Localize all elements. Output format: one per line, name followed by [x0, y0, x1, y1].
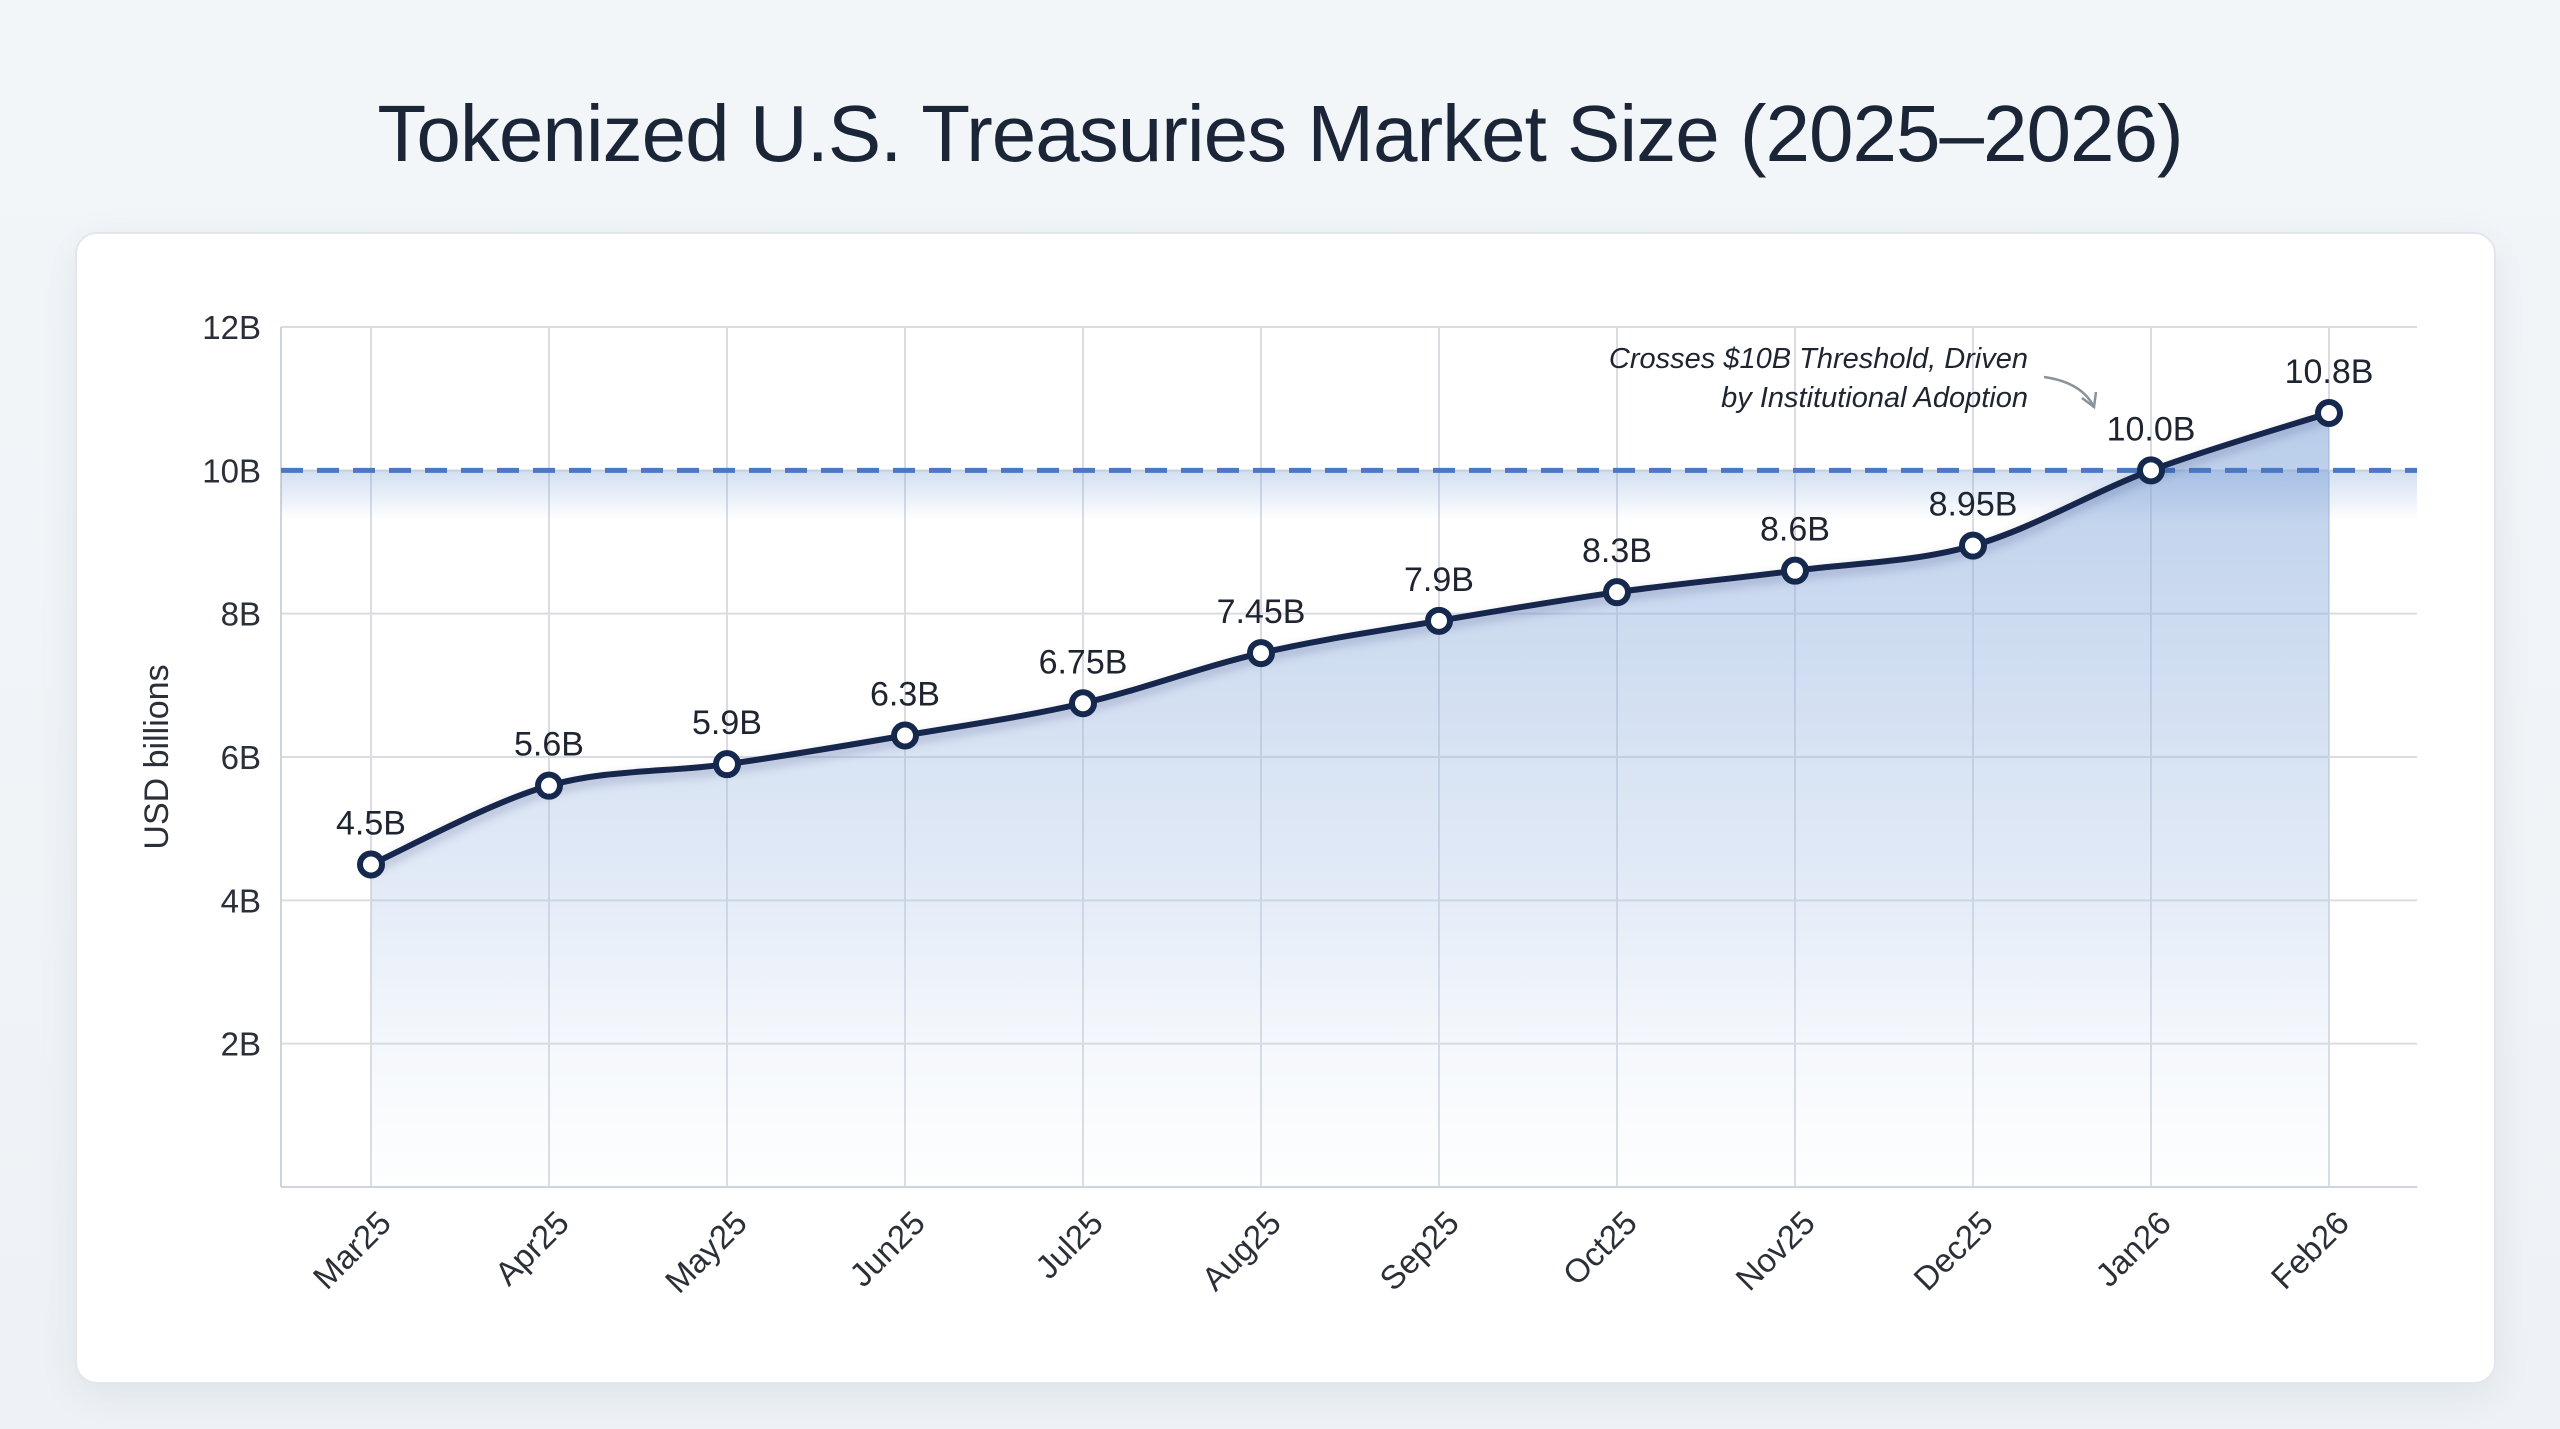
data-point [891, 721, 919, 750]
data-label: 8.95B [1929, 486, 2018, 524]
data-label: 4.5B [336, 805, 406, 843]
annotation-arrow [2043, 375, 2095, 406]
series-line [369, 410, 2330, 868]
data-label: 10.8B [2285, 353, 2374, 391]
data-point [357, 850, 385, 879]
y-tick-label: 10B [202, 452, 261, 489]
y-tick-label: 12B [202, 309, 261, 346]
data-label: 5.9B [692, 704, 762, 742]
x-tick-label: May25 [658, 1204, 754, 1300]
x-tick-label: Jul25 [1028, 1204, 1110, 1286]
y-tick-label: 8B [221, 596, 261, 633]
y-tick-label: 2B [221, 1026, 261, 1063]
data-label: 7.9B [1404, 561, 1474, 599]
x-tick-label: Sep25 [1372, 1204, 1466, 1298]
x-tick-label: Jun25 [842, 1204, 932, 1294]
y-tick-label: 6B [221, 739, 261, 776]
data-label: 5.6B [514, 726, 584, 764]
x-tick-label: Jan26 [2088, 1204, 2178, 1294]
chart-title: Tokenized U.S. Treasuries Market Size (2… [377, 89, 2183, 178]
annotation-line-1: Crosses $10B Threshold, Driven [1609, 343, 2028, 375]
x-tick-label: Mar25 [306, 1204, 398, 1296]
y-axis-label: USD billions [138, 664, 176, 849]
x-tick-label: Apr25 [488, 1204, 576, 1292]
x-tick-label: Dec25 [1906, 1204, 2000, 1298]
annotation-arrowhead [2081, 391, 2098, 410]
data-point [713, 750, 741, 779]
data-point [2315, 399, 2343, 427]
x-tick-label: Nov25 [1728, 1204, 1822, 1298]
data-point [1247, 639, 1275, 668]
x-tick-label: Oct25 [1556, 1204, 1644, 1292]
x-tick-label: Feb26 [2264, 1204, 2356, 1296]
annotation-line-2: by Institutional Adoption [1721, 382, 2028, 414]
area-fill [371, 413, 2329, 1187]
data-label: 6.3B [870, 676, 940, 714]
data-point [1959, 531, 1987, 560]
x-tick-label: Aug25 [1194, 1204, 1288, 1298]
data-label: 8.6B [1760, 511, 1830, 549]
data-point [1069, 689, 1097, 718]
marks-layer [357, 399, 2343, 879]
data-label: 6.75B [1039, 643, 1128, 681]
data-point [535, 771, 563, 800]
data-label: 7.45B [1217, 593, 1306, 631]
data-point [1603, 578, 1631, 607]
y-tick-label: 4B [221, 882, 261, 919]
data-point [1425, 606, 1453, 635]
data-label: 10.0B [2107, 410, 2196, 448]
area-layer [371, 413, 2329, 1187]
data-label: 8.3B [1582, 532, 1652, 570]
data-point [1781, 556, 1809, 585]
labels-layer: 4.5B 5.6B 5.9B 6.3B 6.75B 7.45B 7.9B 8.3B 8.6B 8.… [336, 353, 2373, 843]
data-point [2137, 456, 2165, 485]
